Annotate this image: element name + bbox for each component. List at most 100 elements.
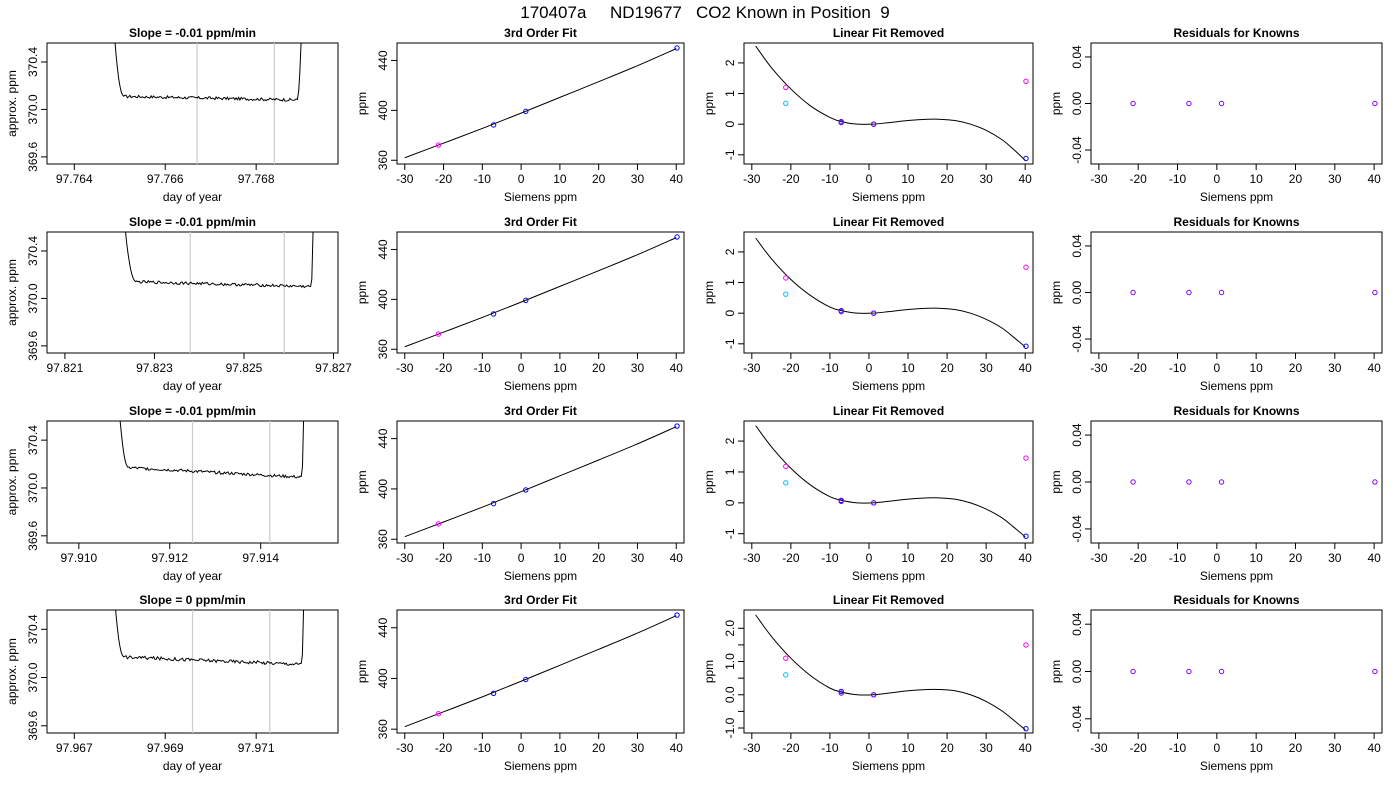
y-tick-label: 360 bbox=[376, 150, 390, 170]
x-tick-label: 10 bbox=[553, 741, 567, 755]
x-tick-label: 40 bbox=[1019, 551, 1033, 565]
y-tick-label: -1 bbox=[723, 338, 737, 349]
x-tick-label: 97.914 bbox=[242, 551, 279, 565]
x-tick-label: -30 bbox=[1090, 741, 1108, 755]
x-tick-label: 30 bbox=[1328, 172, 1342, 186]
data-point bbox=[1023, 264, 1029, 270]
x-tick-label: 30 bbox=[979, 741, 993, 755]
x-axis-label: Siemens ppm bbox=[852, 569, 925, 583]
data-point bbox=[435, 711, 442, 717]
x-tick-label: 97.764 bbox=[56, 172, 93, 186]
x-tick-label: 0 bbox=[1213, 172, 1220, 186]
y-tick-label: 0.04 bbox=[1070, 423, 1084, 447]
y-axis-label: ppm bbox=[1049, 281, 1063, 304]
x-axis-label: Siemens ppm bbox=[852, 190, 925, 204]
x-axis-label: day of year bbox=[163, 379, 222, 393]
y-tick-label: 400 bbox=[376, 289, 390, 309]
data-point bbox=[1186, 100, 1192, 107]
x-tick-label: 97.821 bbox=[47, 361, 84, 375]
y-axis-label: approx. ppm bbox=[5, 638, 19, 705]
x-tick-label: 10 bbox=[553, 172, 567, 186]
x-tick-label: -30 bbox=[396, 172, 414, 186]
panel-title: 3rd Order Fit bbox=[504, 593, 577, 607]
panel-1: Slope = -0.01 ppm/min 97.764 97.766 97.768 3… bbox=[5, 26, 339, 204]
x-tick-label: 30 bbox=[1328, 741, 1342, 755]
x-axis-label: Siemens ppm bbox=[1200, 569, 1273, 583]
data-point bbox=[435, 521, 442, 527]
data-point bbox=[838, 688, 844, 695]
data-point bbox=[1130, 100, 1136, 107]
y-tick-label: 369.6 bbox=[26, 710, 40, 740]
x-tick-label: 10 bbox=[901, 741, 915, 755]
panel-title: 3rd Order Fit bbox=[504, 215, 577, 229]
x-axis-label: Siemens ppm bbox=[504, 759, 577, 773]
plot-frame bbox=[743, 231, 1034, 354]
x-axis-label: Siemens ppm bbox=[1200, 379, 1273, 393]
x-axis-label: Siemens ppm bbox=[852, 759, 925, 773]
fit-curve bbox=[404, 426, 677, 538]
y-tick-label: -1 bbox=[723, 528, 737, 539]
y-axis-label: ppm bbox=[1049, 660, 1063, 683]
panel-9: Slope = -0.01 ppm/min 97.910 97.912 97.914 3… bbox=[5, 404, 339, 583]
data-point bbox=[870, 121, 877, 127]
x-tick-label: 40 bbox=[670, 172, 684, 186]
data-point bbox=[674, 234, 680, 240]
x-tick-label: 10 bbox=[1249, 551, 1263, 565]
data-point bbox=[490, 690, 497, 697]
data-point bbox=[523, 297, 529, 304]
data-point bbox=[1218, 289, 1225, 296]
plot-data bbox=[115, 610, 305, 733]
x-tick-label: 97.912 bbox=[151, 551, 188, 565]
panel-title: Linear Fit Removed bbox=[833, 404, 944, 418]
plot-data bbox=[404, 45, 680, 159]
plot-data bbox=[1130, 289, 1378, 296]
figure-title: 170407a ND19677 CO2 Known in Position 9 bbox=[520, 3, 890, 22]
y-tick-label: 2.0 bbox=[723, 620, 737, 637]
x-tick-label: 0 bbox=[518, 551, 525, 565]
x-tick-label: 30 bbox=[979, 551, 993, 565]
y-tick-label: 2 bbox=[723, 59, 737, 66]
data-point bbox=[783, 84, 789, 91]
plot-frame bbox=[46, 231, 339, 354]
trace-line bbox=[114, 43, 302, 102]
y-axis-label: ppm bbox=[1049, 92, 1063, 115]
y-axis-label: ppm bbox=[355, 92, 369, 115]
x-tick-label: 20 bbox=[940, 361, 954, 375]
x-tick-label: -20 bbox=[782, 361, 800, 375]
x-tick-label: -10 bbox=[821, 172, 839, 186]
y-tick-label: 1 bbox=[723, 279, 737, 286]
x-tick-label: 40 bbox=[670, 551, 684, 565]
data-point bbox=[870, 692, 877, 698]
panel-title: Linear Fit Removed bbox=[833, 26, 944, 40]
y-tick-label: 440 bbox=[376, 617, 390, 637]
data-point bbox=[870, 310, 877, 316]
x-tick-label: 97.825 bbox=[226, 361, 263, 375]
x-tick-label: -20 bbox=[1130, 172, 1148, 186]
x-axis-label: Siemens ppm bbox=[852, 379, 925, 393]
x-tick-label: 40 bbox=[1367, 741, 1381, 755]
x-axis-label: Siemens ppm bbox=[1200, 190, 1273, 204]
x-axis-label: Siemens ppm bbox=[504, 379, 577, 393]
x-tick-label: 10 bbox=[553, 551, 567, 565]
x-tick-label: 40 bbox=[1367, 361, 1381, 375]
plot-data bbox=[1130, 100, 1378, 107]
x-tick-label: -30 bbox=[743, 172, 761, 186]
plot-frame bbox=[743, 609, 1034, 734]
y-tick-label: 0.04 bbox=[1070, 234, 1084, 258]
x-tick-label: -20 bbox=[1130, 361, 1148, 375]
panel-3: Linear Fit Removed-30 -20 -10 0 10 20 30 40-101… bbox=[702, 26, 1034, 204]
x-tick-label: 30 bbox=[631, 172, 645, 186]
y-tick-label: 360 bbox=[376, 339, 390, 359]
x-tick-label: -10 bbox=[1169, 361, 1187, 375]
panel-15: Linear Fit Removed -30 -20 -10 0 10 20 30 40 -1.0… bbox=[702, 593, 1034, 773]
x-tick-label: -30 bbox=[396, 741, 414, 755]
x-tick-label: 10 bbox=[1249, 172, 1263, 186]
panel-16: Residuals for Knowns -30 -20 -10 0 10 20 30 40 -0… bbox=[1049, 593, 1383, 773]
x-tick-label: 10 bbox=[901, 551, 915, 565]
y-tick-label: 0.00 bbox=[1070, 280, 1084, 304]
plot-frame bbox=[1090, 420, 1383, 544]
data-point bbox=[838, 498, 844, 505]
y-tick-label: 1.0 bbox=[723, 653, 737, 670]
x-tick-label: -30 bbox=[743, 361, 761, 375]
x-tick-label: 20 bbox=[592, 361, 606, 375]
